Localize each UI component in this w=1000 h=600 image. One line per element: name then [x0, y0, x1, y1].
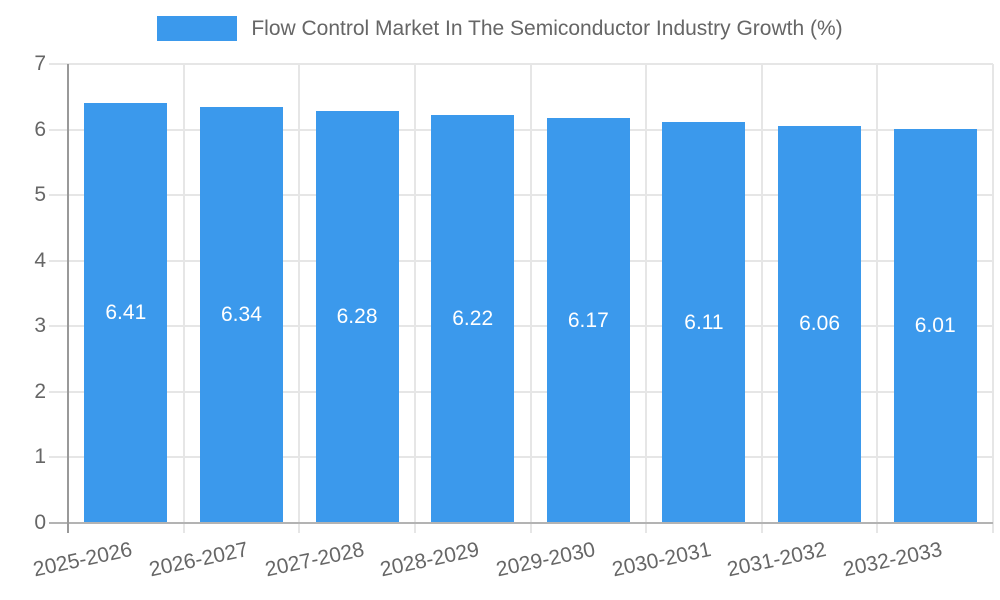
x-tick-label: 2032-2033: [840, 538, 944, 582]
y-gridline: [49, 63, 993, 65]
x-gridline: [645, 64, 648, 533]
y-gridline: [49, 325, 993, 328]
legend-swatch-icon: [157, 16, 238, 41]
x-gridline: [182, 64, 185, 533]
bar-2027-2028[interactable]: 6.28: [315, 111, 399, 523]
y-tick-label: 6: [34, 117, 46, 141]
chart-legend: Flow Control Market In The Semiconductor…: [0, 16, 1000, 41]
x-tick-label: 2029-2030: [494, 538, 598, 582]
x-tick-label: 2026-2027: [147, 538, 251, 582]
y-gridline: [49, 259, 993, 262]
legend-label: Flow Control Market In The Semiconductor…: [251, 16, 843, 40]
bar-2026-2027[interactable]: 6.34: [199, 107, 283, 523]
bar-value-label: 6.34: [221, 303, 262, 327]
bar-value-label: 6.11: [684, 310, 724, 334]
bar-value-label: 6.22: [452, 307, 494, 331]
x-gridline: [298, 64, 301, 533]
x-tick-label: 2028-2029: [378, 538, 482, 582]
y-tick-label: 3: [34, 314, 46, 338]
x-gridline: [760, 64, 763, 533]
y-axis-line: [67, 64, 69, 533]
x-tick-label: 2030-2031: [609, 538, 713, 582]
bar-value-label: 6.06: [799, 312, 840, 336]
bar-value-label: 6.28: [336, 305, 378, 329]
x-gridline: [992, 64, 994, 533]
y-gridline: [49, 456, 993, 459]
y-tick-label: 1: [34, 445, 46, 469]
bar-2028-2029[interactable]: 6.22: [431, 115, 515, 523]
bar-2030-2031[interactable]: 6.11: [662, 122, 746, 523]
x-gridline: [876, 64, 879, 533]
x-gridline: [413, 64, 416, 533]
bar-2029-2030[interactable]: 6.17: [546, 118, 630, 523]
x-tick-label: 2031-2032: [725, 538, 829, 582]
bar-value-label: 6.17: [567, 308, 609, 332]
y-gridline: [49, 128, 993, 131]
y-gridline: [49, 194, 993, 197]
legend-item[interactable]: Flow Control Market In The Semiconductor…: [157, 16, 843, 41]
x-gridline: [529, 64, 532, 533]
bar-value-label: 6.41: [105, 300, 147, 324]
plot-area: 0 1 2 3 4 5 6 7 6.41 2025-2026 6.34 2026-2027 6.28 20…: [32, 52, 994, 581]
y-gridline: [49, 390, 993, 393]
bar-2032-2033[interactable]: 6.01: [893, 128, 977, 523]
x-tick-label: 2027-2028: [262, 538, 366, 582]
y-tick-label: 2: [34, 379, 46, 403]
bar-2031-2032[interactable]: 6.06: [778, 125, 862, 523]
y-tick-label: 4: [34, 248, 46, 272]
y-tick-label: 7: [34, 52, 46, 75]
x-tick-label: 2025-2026: [31, 538, 135, 582]
bar-value-label: 6.01: [914, 313, 956, 337]
y-tick-label: 5: [34, 183, 46, 207]
x-axis-line: [49, 522, 993, 524]
bar-2025-2026[interactable]: 6.41: [84, 102, 168, 523]
y-tick-label: 0: [34, 511, 46, 534]
